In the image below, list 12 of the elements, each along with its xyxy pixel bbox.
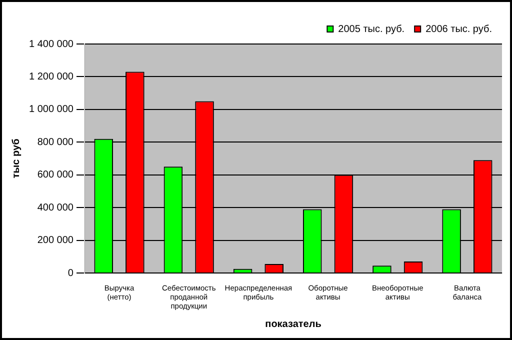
y-tick-label: 400 000: [37, 202, 74, 214]
y-tick-label: 1 200 000: [28, 71, 74, 82]
y-tick-label: 0: [68, 268, 74, 279]
y-tick-label: 800 000: [37, 136, 74, 148]
y-tick-label: 1 000 000: [28, 104, 74, 116]
legend-label: 2005 тыс. руб.: [338, 24, 405, 35]
y-tick-label: 200 000: [37, 235, 74, 246]
x-axis-title: показатель: [265, 318, 322, 330]
y-tick-label: 1 400 000: [28, 38, 74, 50]
y-axis-title: тыс руб: [10, 138, 22, 178]
y-tick-label: 600 000: [37, 170, 74, 181]
legend-label: 2006 тыс. руб.: [426, 24, 492, 35]
